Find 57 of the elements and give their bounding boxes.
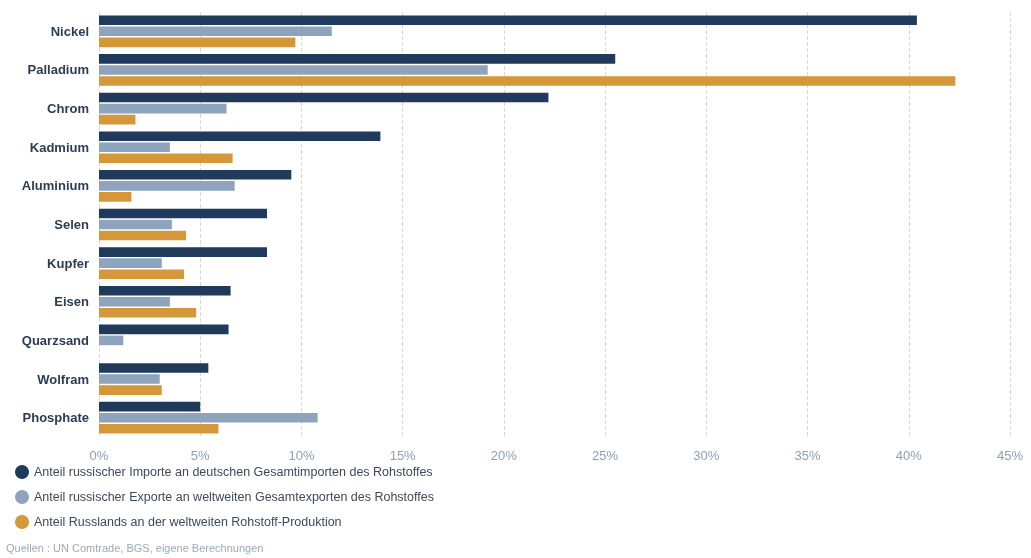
x-tick-label: 20% (490, 448, 518, 463)
bar (99, 65, 488, 75)
y-tick-label: Palladium (27, 62, 89, 78)
bar (99, 219, 172, 230)
x-tick-label: 45% (996, 448, 1024, 463)
bar (99, 181, 235, 191)
bar (99, 92, 549, 103)
bar (99, 285, 231, 296)
y-tick-label: Chrom (47, 101, 89, 117)
source-note: Quellen : UN Comtrade, BGS, eigene Berechnungen (6, 541, 264, 554)
bar (99, 258, 162, 268)
y-tick-label: Phosphate (22, 410, 89, 426)
bar (99, 363, 209, 373)
bar (99, 15, 917, 26)
bar (99, 335, 124, 346)
x-tick-label: 5% (190, 448, 211, 463)
x-tick-label: 40% (895, 448, 923, 463)
legend-label: Anteil Russlands an der weltweiten Rohstoff-Produktion (34, 515, 342, 529)
legend-label: Anteil russischer Importe an deutschen Gesamtimporten des Rohstoffes (34, 465, 433, 479)
x-tick-label: 10% (288, 448, 315, 463)
bar (99, 103, 227, 114)
y-tick-label: Wolfram (37, 371, 89, 387)
y-tick-label: Quarzsand (21, 332, 90, 348)
y-tick-label: Eisen (54, 294, 90, 310)
y-tick-label: Nickel (50, 23, 89, 39)
y-tick-label: Kadmium (29, 139, 89, 155)
bar (99, 131, 381, 141)
y-tick-label: Selen (54, 217, 90, 232)
bar (99, 170, 292, 180)
bar (99, 114, 136, 125)
bar (99, 374, 160, 384)
bar (99, 269, 185, 279)
bar (99, 37, 296, 48)
bar (99, 54, 616, 64)
y-tick-label: Aluminium (21, 178, 89, 194)
bar (99, 192, 132, 202)
bar (99, 142, 170, 153)
legend-label: Anteil russischer Exporte an weltweiten Gesamtexporten des Rohstoffes (34, 490, 434, 504)
bar (99, 401, 201, 412)
bar (99, 412, 318, 423)
bar (99, 385, 162, 395)
bar (99, 208, 268, 219)
y-tick-label: Kupfer (47, 255, 89, 271)
x-tick-label: 30% (693, 448, 720, 463)
bar (99, 153, 233, 164)
bar (99, 423, 219, 434)
bar (99, 230, 187, 241)
x-tick-label: 0% (89, 448, 109, 463)
bar (99, 76, 956, 86)
bar (99, 26, 332, 37)
bar (99, 247, 268, 257)
bar (99, 308, 197, 318)
x-tick-label: 25% (592, 448, 619, 463)
bar (99, 296, 170, 307)
x-tick-label: 15% (389, 448, 417, 463)
bar (99, 324, 229, 335)
x-tick-label: 35% (794, 448, 821, 463)
